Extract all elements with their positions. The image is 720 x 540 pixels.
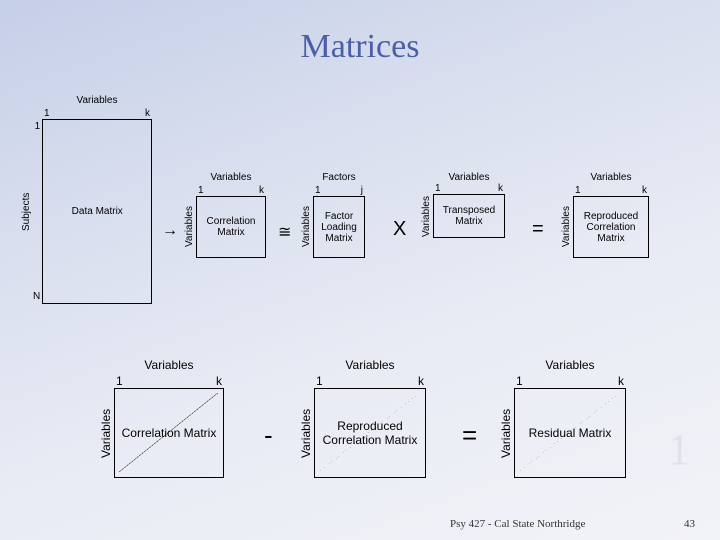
matrix-data-box: Data Matrix: [42, 119, 152, 304]
range-from: 1: [516, 374, 523, 388]
range-to: k: [259, 185, 264, 196]
range-from: 1: [435, 183, 441, 194]
range-from: 1: [575, 185, 581, 196]
matrix-top-label: Variables: [114, 358, 224, 372]
matrix-left-label: Variables: [298, 388, 314, 478]
operator-arrow: →: [162, 222, 178, 240]
operator-equals-2: =: [462, 420, 477, 451]
range-from: 1: [198, 185, 204, 196]
matrix-reproduced-2: Variables 1 k Variables Reproduced Corre…: [298, 358, 426, 478]
matrix-data-left: Subjects: [20, 119, 33, 304]
matrix-top-range: 1 k: [514, 374, 626, 388]
matrix-label: Reproduced Correlation Matrix: [319, 419, 421, 447]
matrix-left-label: Variables: [498, 388, 514, 478]
matrix-box: Correlation Matrix: [196, 196, 266, 258]
matrix-top-range: 1 j: [313, 185, 365, 196]
range-from: 1: [116, 374, 123, 388]
matrix-top-range: 1 k: [196, 185, 266, 196]
matrix-top-range: 1 k: [433, 183, 505, 194]
matrix-correlation-2: Variables 1 k Variables Correlation Matr…: [98, 358, 224, 478]
range-from: 1: [315, 185, 321, 196]
matrix-top-label: Variables: [514, 358, 626, 372]
range-to: k: [642, 185, 647, 196]
range-to: k: [145, 108, 150, 119]
matrix-box: Reproduced Correlation Matrix: [573, 196, 649, 258]
operator-times: X: [393, 218, 406, 241]
range-from: 1: [33, 121, 40, 132]
operator-approx: ≅: [278, 222, 291, 242]
matrix-label: Factor Loading Matrix: [318, 211, 360, 244]
matrix-top-range: 1 k: [114, 374, 224, 388]
matrix-box: Factor Loading Matrix: [313, 196, 365, 258]
matrix-top-label: Variables: [314, 358, 426, 372]
matrix-data: Variables 1 k Subjects 1 N Data Matrix: [20, 95, 152, 304]
matrix-correlation-1: Variables 1 k Variables Correlation Matr…: [183, 172, 266, 258]
matrix-data-top-range: 1 k: [42, 108, 152, 119]
matrix-left-label: Variables: [300, 196, 313, 258]
range-from: 1: [316, 374, 323, 388]
range-to: k: [498, 183, 503, 194]
matrix-residual: Variables 1 k Variables Residual Matrix: [498, 358, 626, 478]
matrix-top-label: Variables: [196, 172, 266, 183]
operator-equals-1: =: [532, 218, 544, 241]
matrix-reproduced-1: Variables 1 k Variables Reproduced Corre…: [560, 172, 649, 258]
matrix-top-label: Variables: [573, 172, 649, 183]
matrix-box: Transposed Matrix: [433, 194, 505, 238]
matrix-box: Correlation Matrix: [114, 388, 224, 478]
matrix-label: Correlation Matrix: [201, 216, 261, 238]
matrix-factor-loading: Factors 1 j Variables Factor Loading Mat…: [300, 172, 365, 258]
range-to: k: [618, 374, 624, 388]
slide-title: Matrices: [0, 28, 720, 66]
range-to: k: [216, 374, 222, 388]
operator-minus: -: [264, 420, 273, 451]
range-to: j: [361, 185, 363, 196]
matrix-label: Data Matrix: [72, 206, 123, 217]
matrix-top-range: 1 k: [573, 185, 649, 196]
footer-course: Psy 427 - Cal State Northridge: [450, 518, 585, 530]
matrix-label: Reproduced Correlation Matrix: [578, 211, 644, 244]
matrix-left-label: Variables: [183, 196, 196, 258]
matrix-box: Reproduced Correlation Matrix: [314, 388, 426, 478]
matrix-label: Residual Matrix: [529, 426, 612, 440]
matrix-top-label: Variables: [433, 172, 505, 183]
matrix-data-left-range: 1 N: [33, 119, 42, 304]
matrix-transposed: Variables Variables 1 k Transposed Matri…: [420, 172, 505, 238]
matrix-label: Transposed Matrix: [438, 205, 500, 227]
matrix-top-label: Factors: [313, 172, 365, 183]
ghost-page-hint: 1: [668, 424, 690, 475]
range-to: k: [418, 374, 424, 388]
range-from: 1: [44, 108, 50, 119]
range-to: N: [33, 291, 40, 302]
matrix-top-range: 1 k: [314, 374, 426, 388]
matrix-left-label: Variables: [560, 196, 573, 258]
matrix-box: Residual Matrix: [514, 388, 626, 478]
matrix-left-label: Variables: [98, 388, 114, 478]
matrix-label: Correlation Matrix: [122, 426, 217, 440]
footer-page: 43: [684, 518, 695, 530]
matrix-left-label: Variables: [420, 195, 433, 238]
matrix-data-top: Variables: [42, 95, 152, 106]
